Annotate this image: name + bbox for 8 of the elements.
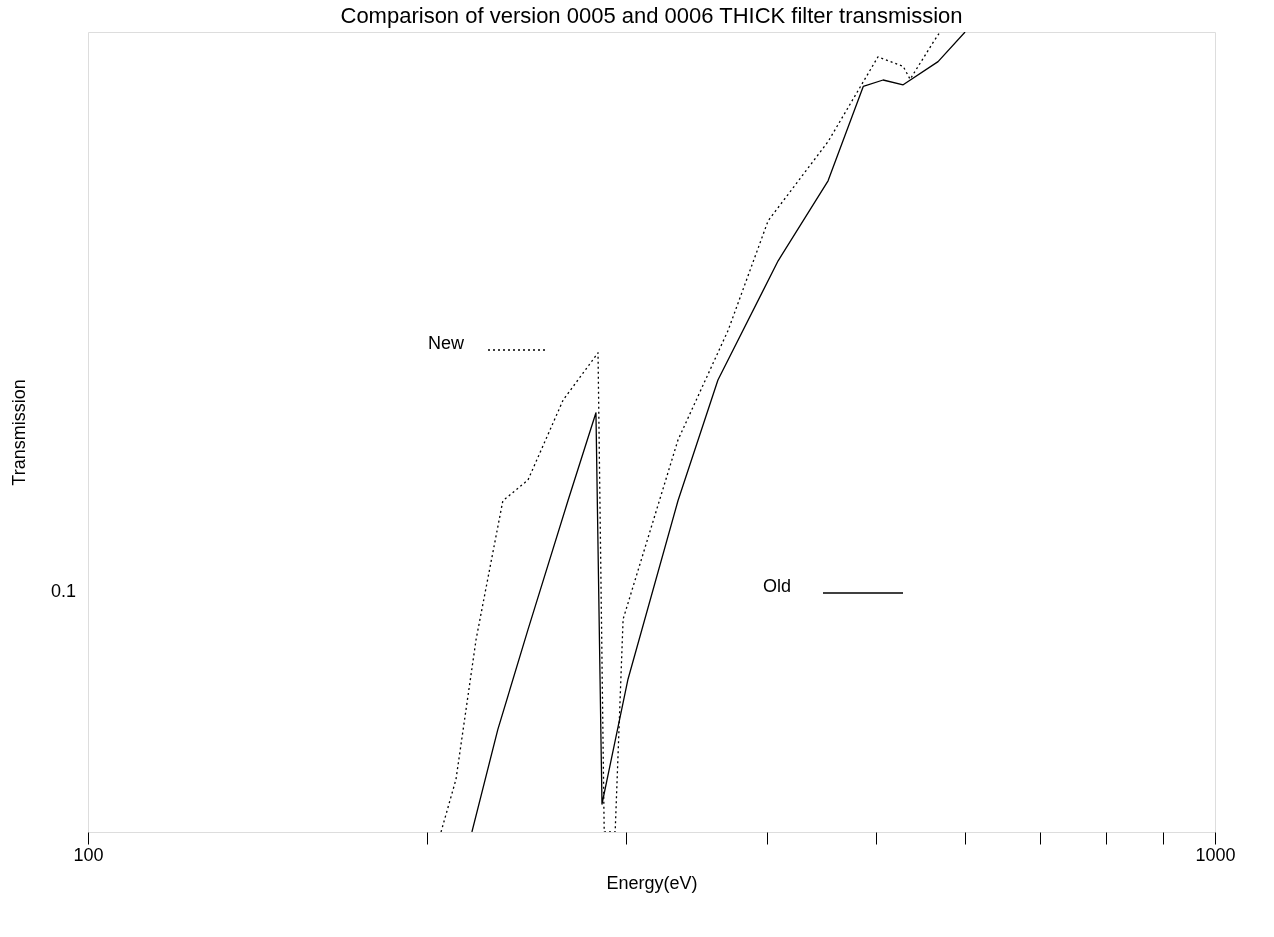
x-tick-label: 100	[73, 844, 104, 865]
legend-label: Old	[763, 576, 792, 596]
text: 0.1	[50, 581, 76, 601]
x-axis-title: Energy(eV)	[606, 872, 698, 893]
y-axis-title: Transmission	[8, 379, 29, 486]
chart-title: Comparison of version 0005 and 0006 THICK filter transmission	[340, 3, 963, 28]
legend-label: New	[428, 333, 466, 353]
x-tick-label: 1000	[1195, 844, 1236, 865]
